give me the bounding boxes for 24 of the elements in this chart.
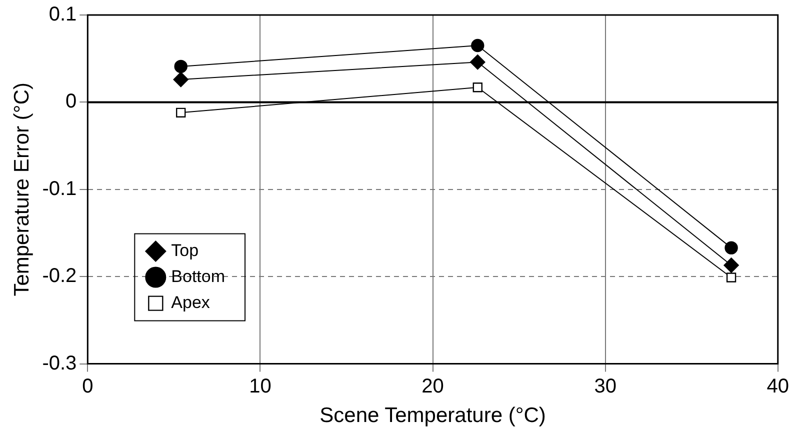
point [724, 241, 738, 254]
x-axis-title: Scene Temperature (°C) [320, 404, 546, 428]
legend-label: Top [171, 240, 199, 260]
y-tick-label: 0 [66, 90, 77, 113]
y-tick-label: 0.1 [48, 4, 77, 26]
point [176, 108, 186, 118]
x-tick-label: 0 [82, 375, 94, 398]
y-tick-label: -0.2 [42, 265, 77, 288]
point [470, 54, 486, 70]
y-tick-label: -0.3 [42, 352, 77, 374]
x-tick-label: 10 [249, 375, 272, 398]
legend-label: Apex [171, 292, 210, 312]
point [724, 258, 739, 273]
point [726, 272, 736, 282]
point [173, 72, 188, 88]
point [472, 82, 482, 92]
x-tick-label: 40 [766, 375, 789, 398]
y-tick-label: -0.1 [42, 178, 77, 200]
x-tick-label: 30 [594, 375, 616, 398]
y-axis-title: Temperature Error (°C) [10, 82, 34, 296]
point [471, 38, 484, 52]
legend-label: Bottom [171, 266, 226, 286]
x-tick-label: 20 [422, 375, 444, 398]
point [174, 60, 188, 74]
